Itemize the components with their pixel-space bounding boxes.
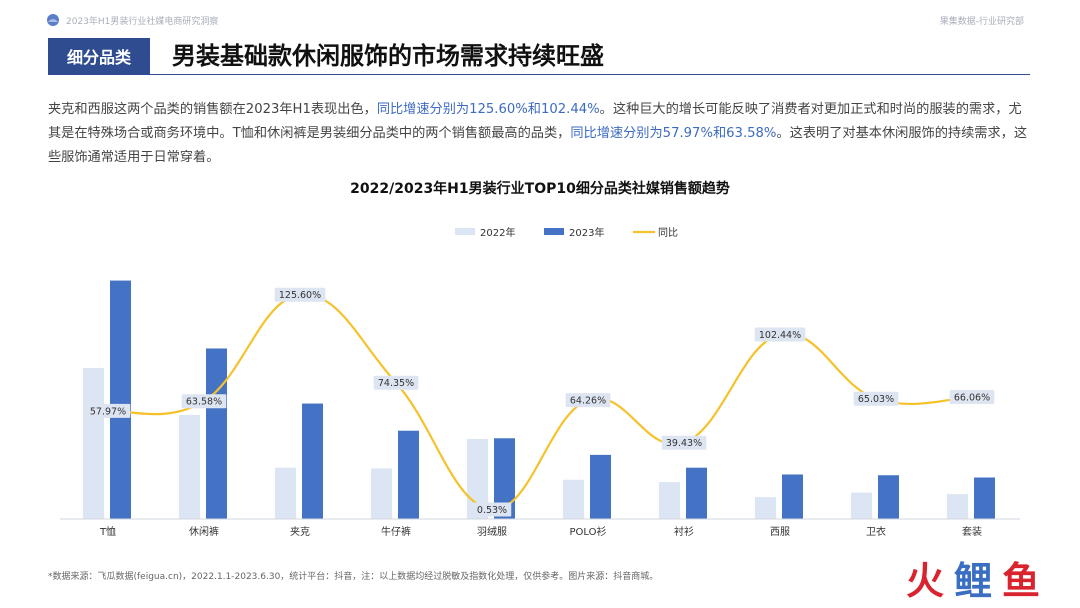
- yoy-data-label: 64.26%: [570, 396, 606, 407]
- watermark-logo: 火 鲤 鱼: [906, 559, 1040, 602]
- x-tick-label: 西服: [770, 526, 790, 538]
- x-tick-label: 卫衣: [866, 525, 886, 538]
- yoy-data-label: 66.06%: [954, 392, 990, 403]
- yoy-label-box: [565, 393, 611, 408]
- top-bar: 2023年H1男装行业社媒电商研究洞察 果集数据-行业研究部: [46, 12, 1024, 30]
- bar-2023: [302, 403, 323, 519]
- yoy-line: [107, 293, 973, 511]
- org-name: 果集数据-行业研究部: [939, 17, 1024, 27]
- yoy-data-label: 65.03%: [858, 394, 894, 405]
- legend-label: 2023年: [569, 226, 604, 239]
- yoy-label-box: [661, 435, 707, 450]
- bar-2022: [851, 492, 872, 519]
- yoy-label-box: [472, 502, 512, 517]
- combo-chart: T恤 休闲裤 夹克 牛仔裤 羽绒服 POLO衫 衬衫 西服 卫衣 套装 57.97% 63.58% 12…: [60, 226, 1020, 538]
- yoy-data-label: 63.58%: [186, 397, 222, 408]
- x-tick-label: 牛仔裤: [381, 525, 411, 538]
- headline-rule: [48, 74, 1030, 75]
- bar-2022: [83, 368, 104, 519]
- bar-2023: [686, 467, 707, 519]
- yoy-label-box: [274, 287, 326, 302]
- bar-2022: [947, 494, 968, 519]
- bar-2023: [494, 438, 515, 519]
- watermark-glyph-3: 鱼: [1002, 559, 1040, 602]
- legend-swatch: [544, 228, 564, 235]
- yoy-data-label: 74.35%: [378, 378, 414, 389]
- summary-text: 。这种巨大的增长可能反映了消费者对更加正式和时尚的服装的需求，尤其是在特殊场合或…: [48, 102, 1022, 141]
- section-tag: 细分品类: [48, 38, 150, 74]
- report-logo-icon: [47, 14, 59, 26]
- yoy-data-label: 57.97%: [90, 406, 126, 417]
- yoy-data-label: 0.53%: [477, 505, 507, 516]
- yoy-data-label: 102.44%: [759, 330, 801, 341]
- yoy-label-box: [949, 389, 995, 404]
- yoy-label-box: [85, 403, 131, 418]
- data-source-footnote: *数据来源：飞瓜数据(feigua.cn)，2022.1.1-2023.6.30…: [48, 572, 659, 582]
- bar-2022: [563, 479, 584, 519]
- bar-2023: [110, 280, 131, 519]
- yoy-label-box: [754, 327, 806, 342]
- legend-swatch: [455, 228, 475, 235]
- yoy-label-box: [853, 391, 899, 406]
- bar-2022: [179, 414, 200, 519]
- bar-2023: [206, 348, 227, 519]
- watermark-glyph-2: 鲤: [954, 559, 992, 602]
- x-tick-label: 夹克: [290, 525, 310, 538]
- report-title: 2023年H1男装行业社媒电商研究洞察: [66, 17, 219, 27]
- chart-title: 2022/2023年H1男装行业TOP10细分品类社媒销售额趋势: [350, 181, 730, 197]
- yoy-data-label: 39.43%: [666, 438, 702, 449]
- bar-2022: [755, 497, 776, 519]
- x-tick-label: 休闲裤: [189, 525, 219, 538]
- bar-2023: [590, 454, 611, 519]
- x-tick-label: 衬衫: [674, 525, 694, 538]
- legend-label: 同比: [658, 227, 678, 239]
- x-tick-label: 羽绒服: [477, 525, 507, 538]
- bar-2023: [398, 430, 419, 519]
- bar-2022: [275, 467, 296, 519]
- bar-2022: [659, 482, 680, 519]
- summary-text: 。这表明了对基本休闲服饰的持续需求，这些服饰通常适用于日常穿着。: [48, 126, 1028, 165]
- x-tick-label: T恤: [99, 525, 116, 538]
- x-tick-label: POLO衫: [570, 526, 607, 538]
- page-headline: 男装基础款休闲服饰的市场需求持续旺盛: [172, 42, 604, 70]
- summary-paragraph: 夹克和西服这两个品类的销售额在2023年H1表现出色，同比增速分别为125.60…: [48, 98, 1034, 170]
- summary-text: 夹克和西服这两个品类的销售额在2023年H1表现出色，: [48, 102, 377, 117]
- bar-2023: [878, 475, 899, 519]
- x-tick-label: 套装: [962, 525, 982, 538]
- bar-2022: [371, 468, 392, 519]
- bar-2023: [782, 474, 803, 519]
- summary-highlight: 同比增速分别为125.60%和102.44%: [376, 102, 600, 117]
- yoy-data-label: 125.60%: [279, 290, 321, 301]
- yoy-label-box: [181, 394, 227, 409]
- watermark-glyph-1: 火: [906, 559, 944, 602]
- summary-highlight: 同比增速分别为57.97%和63.58%: [570, 126, 777, 141]
- bar-2023: [974, 477, 995, 519]
- legend-label: 2022年: [480, 226, 515, 239]
- yoy-label-box: [373, 375, 419, 390]
